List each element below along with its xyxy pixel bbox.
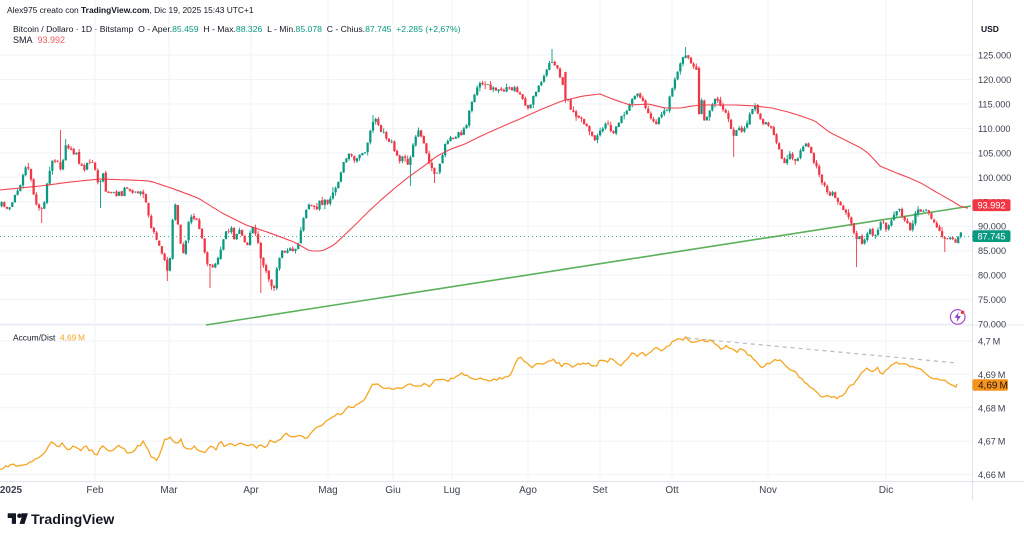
svg-text:4,68 M: 4,68 M (978, 403, 1005, 413)
svg-text:2025: 2025 (0, 485, 23, 496)
svg-text:120.000: 120.000 (978, 75, 1011, 85)
svg-text:4,67 M: 4,67 M (978, 437, 1005, 447)
svg-text:80.000: 80.000 (978, 271, 1006, 281)
svg-text:105.000: 105.000 (978, 148, 1011, 158)
svg-text:Apr: Apr (243, 485, 259, 496)
svg-text:4,7 M: 4,7 M (978, 337, 1000, 347)
svg-text:Alex975 creato con TradingView: Alex975 creato con TradingView.com, Dic … (7, 5, 254, 15)
svg-text:75.000: 75.000 (978, 295, 1006, 305)
svg-text:Mar: Mar (160, 485, 178, 496)
svg-text:4,69 M: 4,69 M (978, 370, 1005, 380)
svg-text:Bitcoin / Dollaro · 1D · Bitst: Bitcoin / Dollaro · 1D · Bitstamp O - Ap… (13, 24, 461, 34)
svg-text:115.000: 115.000 (978, 99, 1011, 109)
svg-text:Ago: Ago (519, 485, 537, 496)
svg-text:TradingView: TradingView (31, 512, 115, 528)
svg-text:100.000: 100.000 (978, 173, 1011, 183)
svg-text:85.000: 85.000 (978, 246, 1006, 256)
svg-text:Giu: Giu (385, 485, 401, 496)
svg-text:SMA 93.992: SMA 93.992 (13, 35, 65, 45)
svg-text:93.992: 93.992 (977, 201, 1005, 211)
svg-text:87.745: 87.745 (977, 232, 1005, 242)
svg-text:90.000: 90.000 (978, 222, 1006, 232)
svg-text:Set: Set (592, 485, 607, 496)
svg-text:4,69 M: 4,69 M (978, 381, 1008, 392)
svg-text:4,66 M: 4,66 M (978, 470, 1005, 480)
svg-text:125.000: 125.000 (978, 51, 1011, 61)
svg-text:70.000: 70.000 (978, 320, 1006, 330)
svg-text:Dic: Dic (879, 485, 893, 496)
svg-text:USD: USD (981, 24, 999, 34)
svg-text:Lug: Lug (444, 485, 461, 496)
svg-text:110.000: 110.000 (978, 124, 1011, 134)
svg-text:Feb: Feb (86, 485, 104, 496)
svg-text:Ott: Ott (665, 485, 679, 496)
svg-text:Mag: Mag (318, 485, 337, 496)
svg-text:Accum/Dist 4,69 M: Accum/Dist 4,69 M (13, 333, 85, 343)
svg-text:Nov: Nov (759, 485, 777, 496)
